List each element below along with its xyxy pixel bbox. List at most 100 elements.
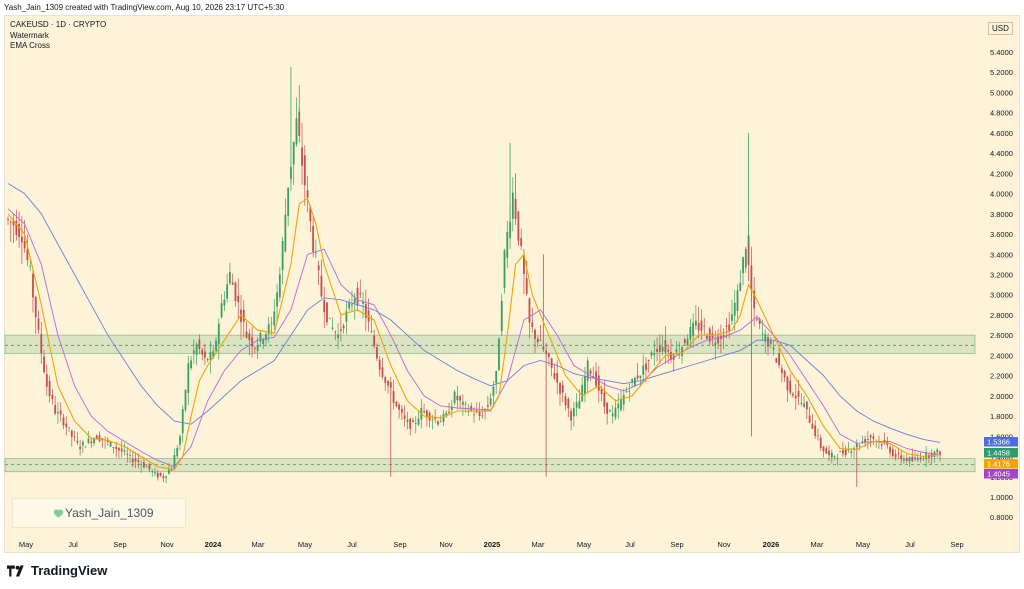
- candle-body: [622, 395, 625, 405]
- candle-body: [894, 454, 897, 458]
- chart-area[interactable]: [4, 15, 1020, 553]
- candle-body: [137, 460, 140, 462]
- candle-body: [936, 449, 939, 453]
- candle-body: [448, 411, 450, 414]
- candle-body: [442, 413, 445, 422]
- x-tick-label: Jul: [347, 540, 357, 549]
- candle-body: [190, 360, 192, 369]
- y-tick-label: 3.4000: [990, 250, 1013, 259]
- candle-body: [553, 373, 556, 379]
- indicator-watermark[interactable]: Watermark: [10, 30, 49, 40]
- y-tick-label: 1.0000: [990, 493, 1013, 502]
- candle-body: [284, 214, 287, 252]
- candle-body: [303, 155, 306, 186]
- candle-body: [90, 441, 93, 444]
- x-tick-label: 2025: [484, 540, 501, 549]
- candle-body: [492, 386, 495, 396]
- candle-body: [295, 118, 298, 145]
- candle-body: [198, 339, 201, 349]
- candle-body: [378, 359, 381, 370]
- y-tick-label: 4.2000: [990, 169, 1013, 178]
- candle-body: [900, 455, 903, 460]
- candle-body: [253, 348, 256, 349]
- price-badge: 1.4458: [984, 448, 1018, 458]
- candle-body: [281, 241, 284, 270]
- candle-body: [842, 450, 844, 454]
- candle-body: [437, 421, 439, 425]
- candle-body: [229, 271, 231, 284]
- y-tick-label: 2.8000: [990, 311, 1013, 320]
- candle-body: [714, 342, 717, 345]
- support-zone-0: [4, 334, 976, 354]
- tradingview-logo[interactable]: TradingView: [7, 563, 107, 578]
- candle-body: [176, 447, 179, 457]
- candle-body: [234, 282, 237, 302]
- candle-body: [706, 335, 708, 339]
- candle-body: [395, 401, 398, 407]
- candle-body: [93, 439, 95, 444]
- candle-body: [908, 457, 911, 462]
- candle-body: [459, 396, 462, 401]
- chart-legend: CAKEUSD · 1D · CRYPTO Watermark EMA Cros…: [10, 20, 106, 52]
- candle-body: [156, 472, 159, 478]
- candle-body: [728, 324, 731, 332]
- candle-body: [828, 450, 830, 456]
- candle-body: [597, 375, 600, 391]
- candle-body: [309, 206, 312, 222]
- candle-body: [664, 340, 667, 353]
- candle-body: [356, 287, 359, 306]
- candle-body: [473, 414, 475, 416]
- candle-body: [154, 472, 156, 474]
- candle-body: [301, 147, 303, 166]
- candle-body: [134, 458, 137, 462]
- heart-icon: [53, 509, 64, 518]
- candle-body: [464, 403, 467, 405]
- currency-label[interactable]: USD: [988, 22, 1013, 35]
- candle-body: [681, 347, 683, 357]
- candle-body: [145, 466, 148, 468]
- candle-body: [173, 455, 176, 470]
- candle-body: [753, 290, 756, 309]
- candle-body: [320, 275, 323, 297]
- candle-body: [256, 344, 259, 351]
- candle-body: [23, 240, 26, 249]
- candle-body: [864, 438, 867, 443]
- candle-body: [897, 453, 900, 455]
- candle-body: [794, 395, 797, 399]
- candle-body: [639, 375, 642, 378]
- candle-body: [201, 349, 204, 355]
- candle-body: [631, 379, 634, 382]
- candle-body: [317, 265, 320, 271]
- candle-body: [245, 331, 248, 338]
- x-tick-label: May: [19, 540, 33, 549]
- candle-body: [57, 411, 59, 414]
- candle-body: [237, 295, 240, 303]
- candle-body: [353, 298, 356, 304]
- candle-body: [919, 457, 922, 460]
- x-tick-label: May: [577, 540, 591, 549]
- candle-body: [167, 469, 170, 474]
- candle-body: [869, 435, 872, 438]
- candle-body: [187, 363, 190, 393]
- candle-body: [489, 398, 492, 405]
- candle-body: [412, 420, 414, 423]
- candle-body: [678, 354, 681, 356]
- candle-body: [270, 322, 273, 324]
- symbol-label[interactable]: CAKEUSD · 1D · CRYPTO: [10, 20, 107, 29]
- price-badge-label: 1.4045: [987, 470, 1010, 479]
- tradingview-logo-icon: [7, 564, 24, 577]
- candle-body: [339, 329, 342, 332]
- candle-body: [697, 323, 700, 331]
- candle-body: [814, 425, 817, 436]
- candle-body: [278, 274, 281, 298]
- candle-body: [486, 405, 489, 407]
- indicator-ema-cross[interactable]: EMA Cross: [10, 41, 51, 50]
- candle-body: [539, 340, 542, 341]
- watermark-text: Yash_Jain_1309: [65, 506, 154, 520]
- candle-body: [439, 421, 442, 423]
- x-tick-label: Sep: [393, 540, 406, 549]
- candle-body: [231, 282, 234, 285]
- candle-body: [523, 254, 525, 275]
- candle-body: [850, 451, 853, 454]
